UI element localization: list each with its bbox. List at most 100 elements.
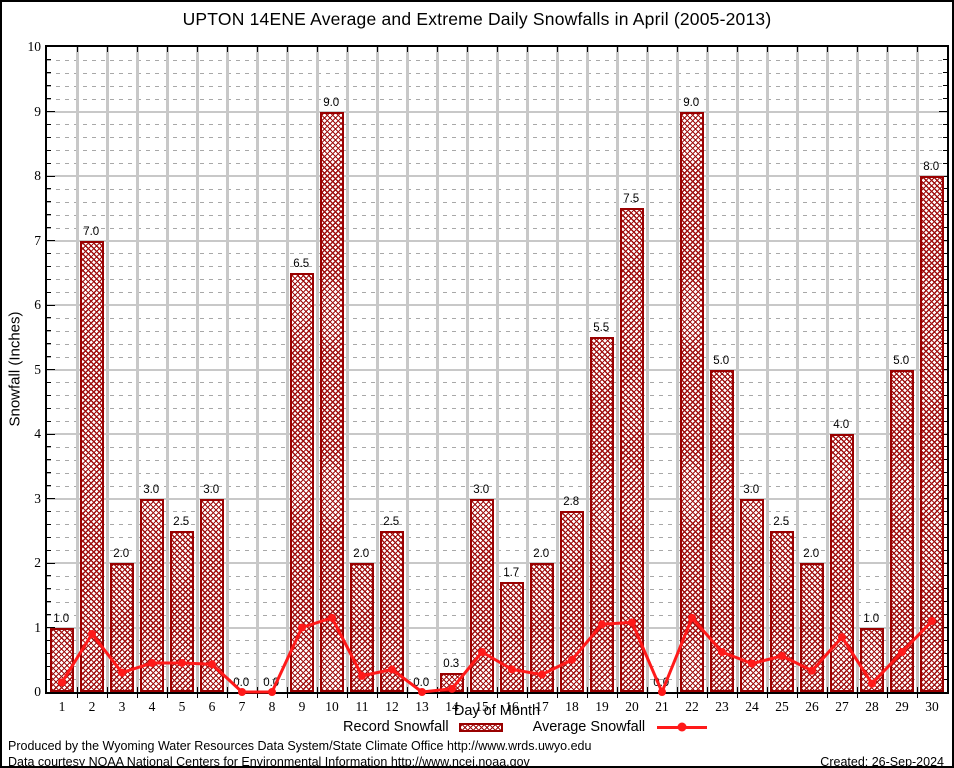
x-tick <box>106 47 108 52</box>
bar-value-label: 7.5 <box>623 193 640 206</box>
bar-value-label: 2.5 <box>383 515 400 528</box>
y-tick <box>47 472 51 474</box>
x-tick-label: 4 <box>148 699 156 714</box>
x-tick-label: 14 <box>445 699 459 714</box>
x-tick-label: 11 <box>355 699 369 714</box>
v-gridline <box>585 47 589 692</box>
record-snowfall-bar <box>320 111 344 692</box>
y-tick <box>47 111 55 112</box>
record-snowfall-bar <box>620 208 644 692</box>
v-gridline <box>285 47 289 692</box>
bar-value-label: 0.0 <box>413 677 430 689</box>
y-tick <box>47 614 51 616</box>
plot-area: 1.0 7.0 2.0 3.0 2.5 3.0 0.0 0.0 6.5 9.0 2.0 2.5 0.0 0… <box>28 39 949 714</box>
x-tick <box>466 687 468 692</box>
y-tick <box>943 72 947 74</box>
x-tick <box>376 687 378 692</box>
record-snowfall-bar <box>50 627 74 692</box>
x-tick <box>496 694 498 698</box>
y-tick <box>943 188 947 190</box>
y-tick-label: 7 <box>34 232 41 248</box>
bar-value-label: 0.0 <box>263 677 280 689</box>
record-snowfall-bar <box>770 530 794 692</box>
x-tick <box>616 694 618 698</box>
y-tick <box>47 562 55 564</box>
y-tick <box>943 575 947 577</box>
average-point-marker <box>658 688 666 696</box>
y-tick <box>47 265 51 267</box>
y-tick <box>943 123 947 125</box>
x-tick-label: 30 <box>925 699 939 714</box>
x-tick-label: 2 <box>88 699 96 714</box>
bar-value-label: 3.0 <box>743 483 760 496</box>
bar-value-label: 9.0 <box>323 96 340 109</box>
x-tick <box>586 687 588 692</box>
record-snowfall-bar <box>110 563 134 692</box>
y-tick <box>47 433 55 435</box>
y-tick <box>47 330 51 332</box>
bar-value-label: 5.0 <box>893 354 910 367</box>
y-tick <box>943 85 947 87</box>
record-snowfall-bar <box>380 530 404 692</box>
x-tick <box>256 687 258 692</box>
x-tick <box>646 47 648 52</box>
x-tick <box>436 694 438 698</box>
v-gridline <box>225 47 229 692</box>
y-tick <box>943 343 947 345</box>
x-tick <box>796 687 798 692</box>
v-gridline <box>465 47 469 692</box>
y-tick <box>47 381 51 383</box>
y-tick <box>47 665 51 667</box>
y-tick <box>943 330 947 332</box>
x-tick <box>676 687 678 692</box>
y-tick <box>47 227 51 229</box>
x-tick <box>646 694 648 698</box>
y-tick <box>943 652 947 654</box>
x-tick <box>376 47 378 52</box>
legend-average-line-icon <box>657 722 708 732</box>
x-tick <box>736 687 738 692</box>
x-tick <box>616 687 618 692</box>
y-tick-label: 9 <box>34 103 41 119</box>
bar-value-label: 2.0 <box>533 548 550 560</box>
bar-value-label: 1.0 <box>863 612 880 625</box>
record-snowfall-bar <box>290 272 314 692</box>
y-tick <box>943 446 947 448</box>
v-gridline <box>555 47 559 692</box>
v-gridline <box>195 47 199 692</box>
bar-value-label: 2.0 <box>803 548 820 560</box>
y-tick <box>943 510 947 512</box>
x-tick <box>646 687 648 692</box>
x-tick <box>286 687 288 692</box>
x-tick <box>196 687 198 692</box>
x-tick-label: 16 <box>505 699 519 714</box>
record-snowfall-bar <box>500 582 524 692</box>
x-tick <box>556 687 558 692</box>
y-tick <box>47 510 51 512</box>
average-point-marker <box>268 688 276 696</box>
y-tick-label: 6 <box>34 297 41 312</box>
x-tick <box>676 694 678 698</box>
v-gridline <box>495 47 499 692</box>
x-tick-label: 24 <box>745 699 759 714</box>
x-axis-title: Day of Month <box>453 703 541 719</box>
record-snowfall-bar <box>530 563 554 692</box>
legend-record-label: Record Snowfall <box>343 719 449 735</box>
y-tick <box>47 252 51 254</box>
y-tick <box>943 536 947 538</box>
x-tick <box>316 694 318 698</box>
y-tick <box>47 588 51 590</box>
bar-value-label: 4.0 <box>833 419 850 431</box>
x-tick <box>376 694 378 698</box>
x-tick <box>616 47 618 52</box>
record-snowfall-bar <box>710 369 734 692</box>
y-tick <box>943 136 947 138</box>
y-tick <box>47 407 51 409</box>
x-tick <box>526 694 528 698</box>
x-tick <box>826 47 828 52</box>
y-tick <box>943 588 947 590</box>
x-tick <box>766 687 768 692</box>
y-tick <box>943 394 947 396</box>
record-snowfall-bar <box>350 563 374 692</box>
